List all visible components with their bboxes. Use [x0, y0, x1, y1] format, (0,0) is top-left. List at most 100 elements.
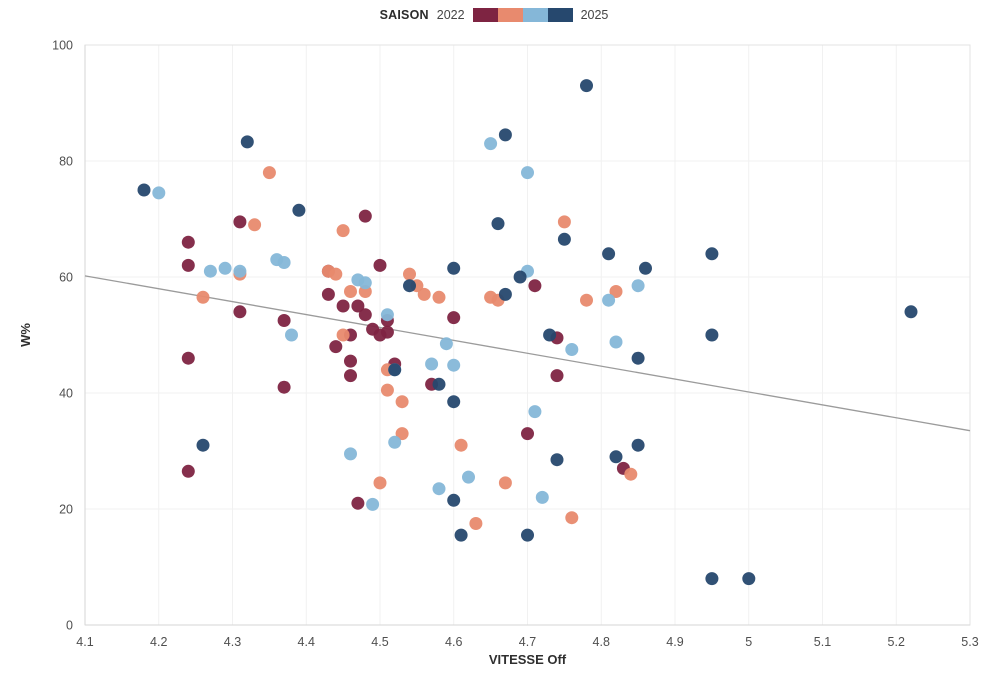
data-point-2025[interactable]	[521, 528, 534, 542]
data-point-2022[interactable]	[233, 215, 247, 229]
data-point-2025[interactable]	[196, 438, 210, 452]
data-point-2023[interactable]	[417, 287, 431, 301]
data-point-2025[interactable]	[639, 261, 652, 275]
data-point-2023[interactable]	[373, 476, 387, 490]
data-point-2025[interactable]	[240, 135, 254, 149]
data-point-2025[interactable]	[447, 261, 461, 275]
legend-swatch-mid-1[interactable]	[497, 8, 523, 22]
data-point-2022[interactable]	[181, 258, 195, 272]
data-point-2023[interactable]	[432, 290, 446, 304]
legend-swatch-2022[interactable]	[472, 8, 498, 22]
data-point-2024[interactable]	[344, 447, 357, 461]
data-point-2022[interactable]	[181, 464, 195, 478]
data-point-2025[interactable]	[388, 363, 402, 377]
data-point-2022[interactable]	[358, 308, 372, 322]
data-point-2023[interactable]	[248, 218, 262, 232]
data-point-2022[interactable]	[233, 305, 247, 319]
data-point-2024[interactable]	[432, 482, 446, 496]
data-point-2025[interactable]	[705, 572, 719, 586]
data-point-2023[interactable]	[580, 293, 593, 307]
data-point-2025[interactable]	[550, 453, 564, 467]
data-point-2024[interactable]	[218, 261, 232, 275]
data-point-2022[interactable]	[521, 427, 534, 441]
data-point-2023[interactable]	[565, 511, 579, 525]
data-point-2024[interactable]	[439, 337, 453, 351]
data-point-2023[interactable]	[380, 383, 394, 397]
data-point-2022[interactable]	[380, 325, 394, 339]
data-point-2024[interactable]	[602, 293, 616, 307]
data-point-2022[interactable]	[351, 496, 365, 510]
data-point-2022[interactable]	[277, 314, 291, 327]
data-point-2023[interactable]	[395, 395, 409, 409]
legend-swatch-mid-2[interactable]	[522, 8, 548, 22]
data-point-2023[interactable]	[344, 285, 357, 298]
data-point-2025[interactable]	[292, 203, 306, 217]
data-point-2025[interactable]	[557, 232, 571, 246]
data-point-2023[interactable]	[403, 267, 416, 281]
data-point-2022[interactable]	[336, 299, 350, 313]
data-point-2024[interactable]	[535, 490, 549, 504]
data-point-2025[interactable]	[742, 572, 756, 586]
data-point-2022[interactable]	[351, 299, 365, 313]
data-point-2022[interactable]	[321, 287, 335, 301]
data-point-2022[interactable]	[344, 369, 357, 383]
data-point-2024[interactable]	[380, 308, 394, 322]
data-point-2025[interactable]	[705, 328, 719, 342]
data-point-2025[interactable]	[447, 493, 461, 507]
data-point-2022[interactable]	[358, 209, 372, 223]
data-point-2022[interactable]	[447, 311, 461, 325]
data-point-2025[interactable]	[609, 450, 623, 464]
data-point-2025[interactable]	[454, 528, 468, 542]
data-point-2024[interactable]	[462, 470, 475, 484]
legend-swatch-2025[interactable]	[547, 8, 573, 22]
data-point-2023[interactable]	[262, 166, 276, 180]
data-point-2022[interactable]	[550, 369, 564, 383]
data-point-2022[interactable]	[277, 380, 291, 394]
data-point-2022[interactable]	[528, 279, 542, 293]
data-point-2024[interactable]	[631, 279, 645, 293]
data-point-2022[interactable]	[373, 258, 387, 272]
data-point-2025[interactable]	[543, 328, 557, 342]
data-point-2025[interactable]	[602, 247, 616, 261]
data-point-2024[interactable]	[425, 357, 439, 371]
data-point-2024[interactable]	[447, 358, 461, 372]
data-point-2024[interactable]	[609, 335, 623, 349]
data-point-2023[interactable]	[329, 267, 343, 281]
data-point-2022[interactable]	[329, 340, 343, 354]
data-point-2025[interactable]	[705, 247, 719, 261]
data-point-2023[interactable]	[624, 467, 638, 481]
data-point-2024[interactable]	[152, 186, 166, 200]
data-point-2024[interactable]	[233, 264, 247, 278]
data-point-2025[interactable]	[432, 377, 446, 391]
data-point-2025[interactable]	[631, 351, 645, 365]
data-point-2024[interactable]	[285, 328, 298, 342]
data-point-2022[interactable]	[181, 351, 195, 365]
data-point-2024[interactable]	[521, 166, 534, 180]
data-point-2025[interactable]	[491, 217, 505, 231]
data-point-2024[interactable]	[277, 256, 291, 269]
data-point-2023[interactable]	[196, 290, 210, 304]
data-point-2025[interactable]	[580, 79, 593, 93]
data-point-2023[interactable]	[336, 328, 350, 342]
data-point-2023[interactable]	[557, 215, 571, 229]
data-point-2024[interactable]	[203, 264, 217, 278]
data-point-2023[interactable]	[454, 438, 468, 452]
data-point-2025[interactable]	[447, 395, 461, 409]
data-point-2022[interactable]	[181, 235, 195, 249]
data-point-2025[interactable]	[631, 438, 645, 452]
data-point-2025[interactable]	[513, 270, 527, 284]
data-point-2024[interactable]	[565, 343, 579, 356]
data-point-2025[interactable]	[137, 183, 151, 197]
data-point-2025[interactable]	[904, 305, 918, 319]
data-point-2025[interactable]	[498, 287, 512, 301]
data-point-2024[interactable]	[528, 405, 542, 419]
data-point-2024[interactable]	[388, 435, 402, 449]
data-point-2024[interactable]	[366, 497, 380, 511]
data-point-2022[interactable]	[344, 354, 357, 368]
data-point-2023[interactable]	[395, 427, 409, 441]
data-point-2023[interactable]	[336, 224, 350, 238]
data-point-2025[interactable]	[403, 279, 416, 293]
data-point-2023[interactable]	[469, 517, 483, 530]
data-point-2023[interactable]	[609, 285, 623, 298]
data-point-2024[interactable]	[358, 276, 372, 290]
